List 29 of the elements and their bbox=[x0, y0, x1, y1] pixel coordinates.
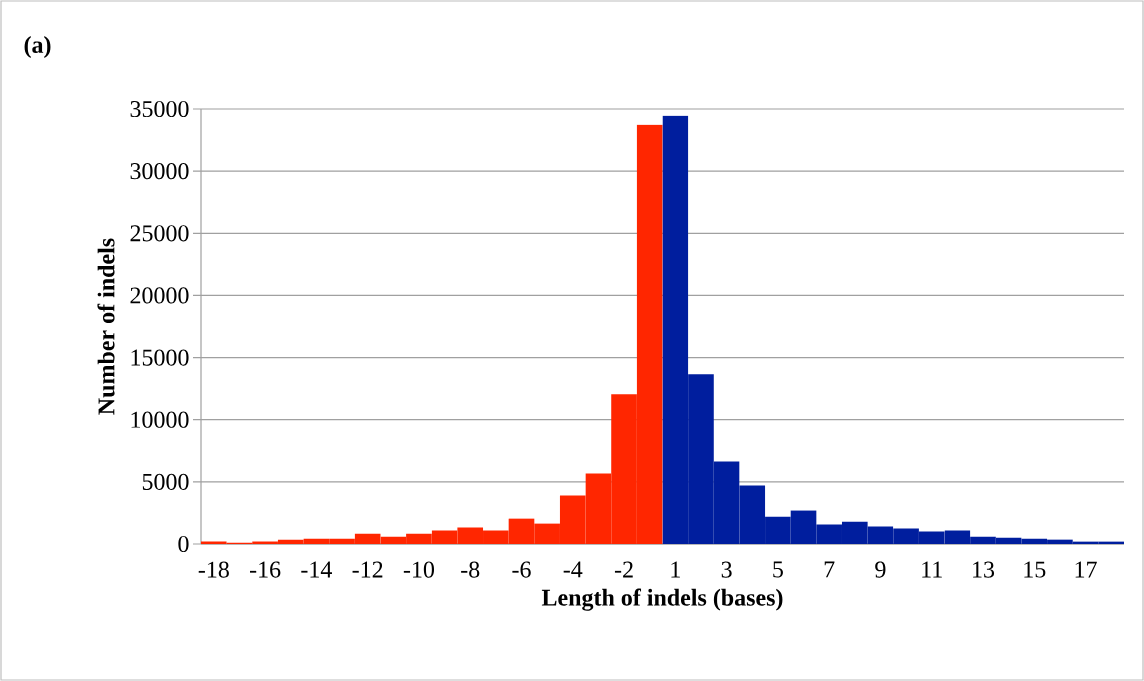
y-tick-label: 30000 bbox=[130, 163, 189, 180]
x-tick-label: 15 bbox=[1024, 561, 1046, 578]
y-tick-label: 5000 bbox=[142, 473, 189, 490]
x-tick-label: -2 bbox=[614, 561, 633, 578]
x-tick-label: 11 bbox=[922, 561, 942, 578]
y-tick-label: 25000 bbox=[130, 225, 189, 242]
x-tick-label: -12 bbox=[352, 561, 383, 578]
x-tick-label: 1 bbox=[671, 561, 680, 578]
y-tick-label: 0 bbox=[178, 535, 189, 553]
x-tick-label: -4 bbox=[563, 561, 583, 578]
y-tick-label: 20000 bbox=[130, 287, 189, 304]
x-tick-label: -6 bbox=[512, 561, 531, 578]
x-tick-label: 3 bbox=[721, 561, 732, 578]
x-tick-label: 5 bbox=[773, 561, 783, 578]
x-tick-label: -16 bbox=[250, 561, 281, 578]
x-axis-title: Length of indels (bases) bbox=[541, 588, 783, 611]
chart-title: (a) bbox=[24, 36, 51, 58]
x-tick-label: 17 bbox=[1075, 561, 1097, 578]
y-tick-label: 10000 bbox=[131, 411, 189, 428]
x-tick-label: -18 bbox=[198, 561, 229, 578]
x-tick-label: -8 bbox=[461, 561, 480, 578]
x-tick-label: -10 bbox=[403, 561, 435, 578]
y-tick-label: 15000 bbox=[131, 349, 189, 366]
x-tick-label: -14 bbox=[301, 561, 332, 578]
x-tick-label: 9 bbox=[875, 561, 886, 578]
x-tick-label: 13 bbox=[973, 561, 995, 578]
y-tick-label: 35000 bbox=[130, 100, 189, 118]
y-axis-title: Number of indels bbox=[97, 238, 115, 415]
x-tick-label: 7 bbox=[824, 561, 835, 578]
